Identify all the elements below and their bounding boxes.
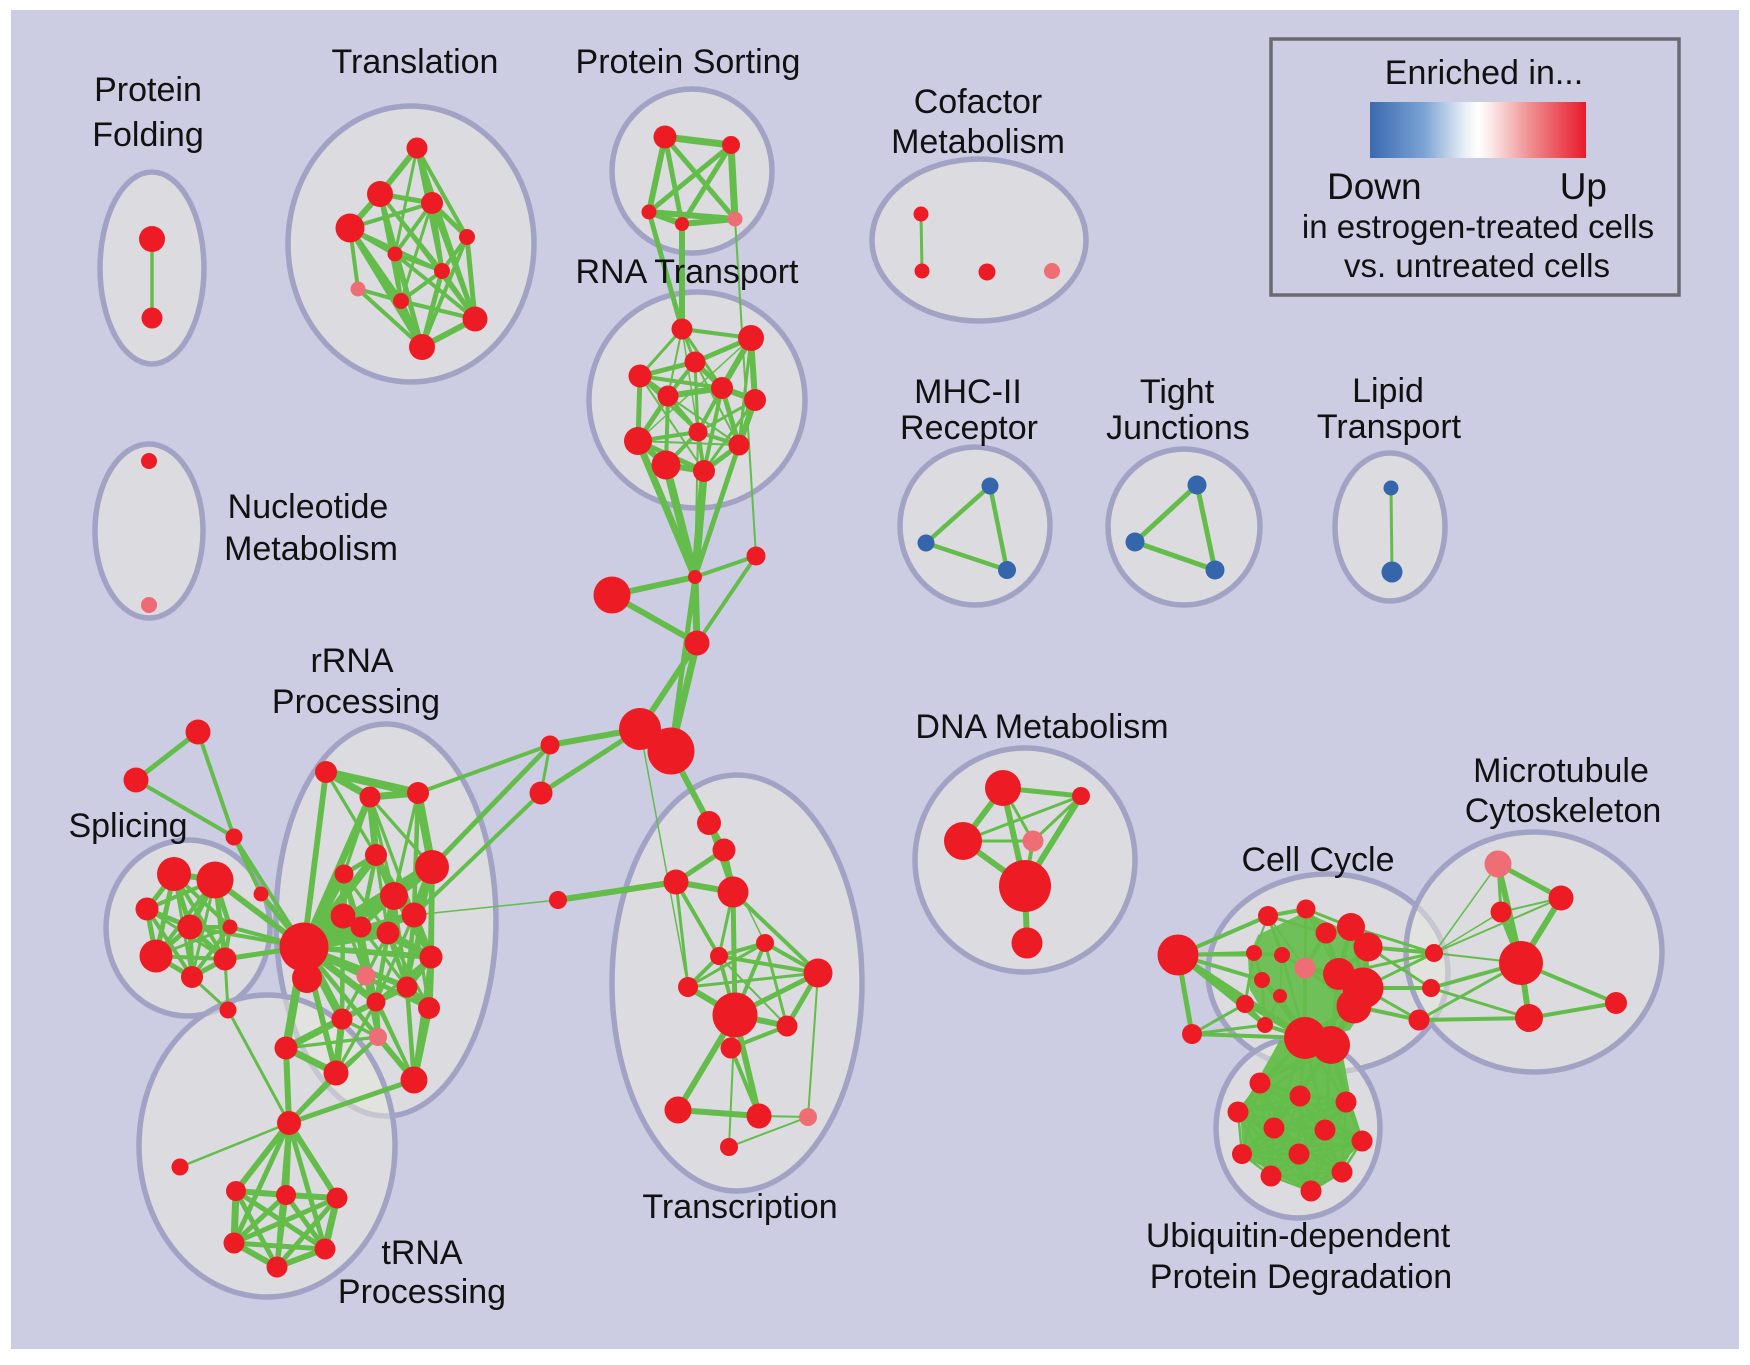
svg-text:Enriched in...: Enriched in...	[1385, 54, 1583, 92]
svg-text:Cell Cycle: Cell Cycle	[1241, 841, 1394, 879]
svg-text:rRNA: rRNA	[310, 642, 393, 680]
svg-text:Up: Up	[1560, 166, 1607, 207]
svg-text:Receptor: Receptor	[900, 409, 1038, 447]
svg-text:Down: Down	[1327, 166, 1422, 207]
svg-text:Nucleotide: Nucleotide	[228, 488, 389, 526]
svg-text:Splicing: Splicing	[68, 807, 187, 845]
svg-text:Protein: Protein	[94, 71, 202, 109]
svg-text:Lipid: Lipid	[1352, 372, 1424, 410]
svg-text:Tight: Tight	[1140, 373, 1215, 411]
svg-text:Processing: Processing	[338, 1273, 506, 1311]
svg-text:Ubiquitin-dependent: Ubiquitin-dependent	[1146, 1217, 1451, 1255]
svg-text:vs. untreated cells: vs. untreated cells	[1344, 247, 1610, 284]
svg-text:Transport: Transport	[1317, 408, 1462, 446]
svg-text:Metabolism: Metabolism	[891, 123, 1065, 161]
svg-text:Folding: Folding	[92, 116, 204, 154]
svg-text:Protein Sorting: Protein Sorting	[576, 43, 801, 81]
svg-text:Translation: Translation	[332, 43, 499, 81]
svg-text:Protein Degradation: Protein Degradation	[1150, 1258, 1452, 1296]
svg-text:Microtubule: Microtubule	[1473, 752, 1649, 790]
svg-text:RNA Transport: RNA Transport	[576, 253, 800, 291]
svg-text:Metabolism: Metabolism	[224, 530, 398, 568]
svg-text:DNA Metabolism: DNA Metabolism	[915, 708, 1168, 746]
svg-text:Processing: Processing	[272, 683, 440, 721]
svg-text:Cytoskeleton: Cytoskeleton	[1465, 792, 1662, 830]
svg-text:Transcription: Transcription	[642, 1188, 837, 1226]
svg-text:tRNA: tRNA	[381, 1234, 463, 1272]
svg-text:in estrogen-treated cells: in estrogen-treated cells	[1302, 208, 1654, 245]
svg-text:Junctions: Junctions	[1106, 409, 1250, 447]
svg-text:MHC-II: MHC-II	[914, 373, 1022, 411]
svg-text:Cofactor: Cofactor	[914, 83, 1043, 121]
